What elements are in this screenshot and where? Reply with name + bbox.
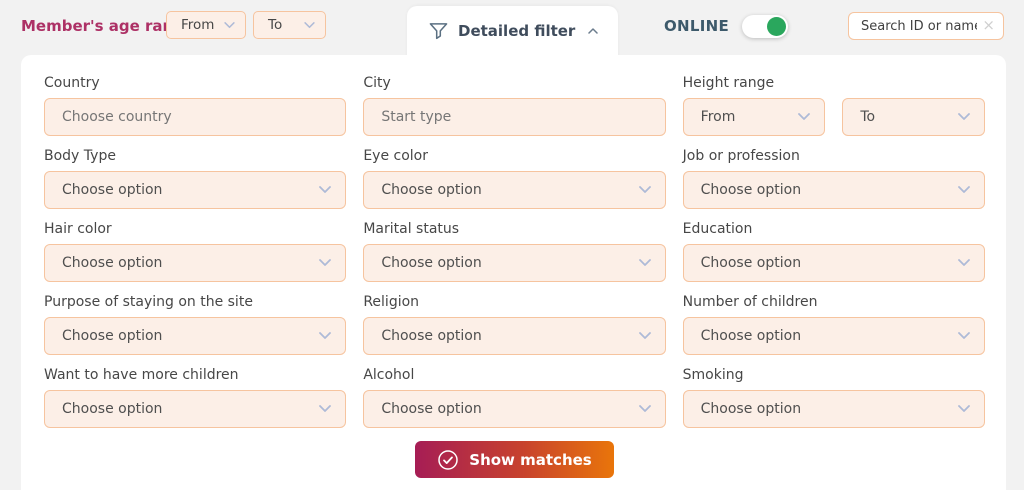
age-range-label: Member's age range bbox=[21, 17, 195, 35]
online-label: ONLINE bbox=[664, 17, 730, 35]
chevron-down-icon bbox=[798, 113, 811, 120]
select-value: Choose option bbox=[700, 182, 802, 198]
filter-field-number-of-children: Number of children Choose option bbox=[682, 294, 985, 355]
field-label: Number of children bbox=[682, 294, 818, 310]
filter-field-eye-color: Eye color Choose option bbox=[363, 148, 666, 209]
purpose-select[interactable]: Choose option bbox=[44, 317, 347, 355]
education-select[interactable]: Choose option bbox=[682, 244, 985, 282]
select-value: Choose option bbox=[381, 182, 482, 198]
city-input[interactable] bbox=[363, 98, 666, 136]
field-label: Eye color bbox=[363, 148, 428, 164]
field-label: Education bbox=[682, 221, 753, 237]
marital-status-select[interactable]: Choose option bbox=[363, 244, 666, 282]
detailed-filter-panel: Country City Height range From To Body T bbox=[21, 55, 1006, 490]
filter-field-smoking: Smoking Choose option bbox=[682, 367, 985, 428]
select-value: Choose option bbox=[700, 255, 802, 271]
filters-grid: Country City Height range From To Body T bbox=[44, 75, 985, 428]
age-from-select[interactable]: From bbox=[166, 11, 246, 39]
check-circle-icon bbox=[438, 449, 459, 470]
select-value: Choose option bbox=[62, 328, 163, 344]
online-toggle[interactable] bbox=[742, 15, 788, 38]
chevron-down-icon bbox=[638, 332, 651, 339]
filter-field-more-children: Want to have more children Choose option bbox=[44, 367, 347, 428]
field-label: City bbox=[363, 75, 391, 91]
field-label: Country bbox=[44, 75, 100, 91]
field-label: Marital status bbox=[363, 221, 460, 237]
religion-select[interactable]: Choose option bbox=[363, 317, 666, 355]
field-label: Religion bbox=[363, 294, 420, 310]
field-label: Purpose of staying on the site bbox=[44, 294, 253, 310]
filter-field-purpose: Purpose of staying on the site Choose op… bbox=[44, 294, 347, 355]
filter-field-country: Country bbox=[44, 75, 347, 136]
chevron-up-icon bbox=[588, 28, 598, 34]
chevron-down-icon bbox=[638, 186, 651, 193]
select-value: Choose option bbox=[62, 182, 163, 198]
show-matches-label: Show matches bbox=[469, 450, 592, 469]
select-value: Choose option bbox=[62, 401, 163, 417]
filter-field-religion: Religion Choose option bbox=[363, 294, 666, 355]
select-value: Choose option bbox=[381, 401, 482, 417]
filter-field-height-range: Height range From To bbox=[682, 75, 985, 136]
clear-search-icon[interactable]: × bbox=[982, 16, 995, 34]
detailed-filter-tab[interactable]: Detailed filter bbox=[407, 6, 618, 62]
select-value: Choose option bbox=[62, 255, 163, 271]
filter-funnel-icon bbox=[429, 23, 448, 40]
hair-color-select[interactable]: Choose option bbox=[44, 244, 347, 282]
select-value: Choose option bbox=[381, 255, 482, 271]
eye-color-select[interactable]: Choose option bbox=[363, 171, 666, 209]
body-type-select[interactable]: Choose option bbox=[44, 171, 347, 209]
filter-field-education: Education Choose option bbox=[682, 221, 985, 282]
filter-field-body-type: Body Type Choose option bbox=[44, 148, 347, 209]
field-label: Job or profession bbox=[682, 148, 800, 164]
height-to-select[interactable]: To bbox=[842, 98, 985, 136]
more-children-select[interactable]: Choose option bbox=[44, 390, 347, 428]
field-label: Smoking bbox=[682, 367, 744, 383]
chevron-down-icon bbox=[958, 332, 970, 339]
chevron-down-icon bbox=[319, 332, 332, 339]
field-label: Hair color bbox=[44, 221, 112, 237]
filter-field-city: City bbox=[363, 75, 666, 136]
alcohol-select[interactable]: Choose option bbox=[363, 390, 666, 428]
chevron-down-icon bbox=[319, 259, 332, 266]
chevron-down-icon bbox=[958, 259, 970, 266]
chevron-down-icon bbox=[958, 113, 970, 120]
field-label: Height range bbox=[682, 75, 775, 91]
filter-field-hair-color: Hair color Choose option bbox=[44, 221, 347, 282]
chevron-down-icon bbox=[638, 405, 651, 412]
job-select[interactable]: Choose option bbox=[682, 171, 985, 209]
search-box: × bbox=[848, 12, 1004, 40]
select-value: To bbox=[860, 109, 876, 125]
field-label: Want to have more children bbox=[44, 367, 239, 383]
select-value: From bbox=[700, 109, 736, 125]
select-value: Choose option bbox=[381, 328, 482, 344]
filter-field-alcohol: Alcohol Choose option bbox=[363, 367, 666, 428]
show-matches-button[interactable]: Show matches bbox=[415, 441, 614, 478]
height-from-select[interactable]: From bbox=[682, 98, 826, 136]
select-value: Choose option bbox=[700, 401, 802, 417]
detailed-filter-label: Detailed filter bbox=[458, 22, 576, 40]
filter-field-job: Job or profession Choose option bbox=[682, 148, 985, 209]
field-label: Body Type bbox=[44, 148, 116, 164]
toggle-knob bbox=[767, 17, 786, 36]
age-to-value: To bbox=[268, 17, 283, 33]
chevron-down-icon bbox=[638, 259, 651, 266]
chevron-down-icon bbox=[958, 186, 970, 193]
chevron-down-icon bbox=[319, 186, 332, 193]
age-to-select[interactable]: To bbox=[253, 11, 326, 39]
smoking-select[interactable]: Choose option bbox=[682, 390, 985, 428]
age-from-value: From bbox=[181, 17, 215, 33]
select-value: Choose option bbox=[700, 328, 802, 344]
chevron-down-icon bbox=[304, 21, 315, 28]
country-input[interactable] bbox=[44, 98, 347, 136]
chevron-down-icon bbox=[319, 405, 332, 412]
chevron-down-icon bbox=[224, 21, 235, 28]
children-select[interactable]: Choose option bbox=[682, 317, 985, 355]
field-label: Alcohol bbox=[363, 367, 415, 383]
chevron-down-icon bbox=[958, 405, 970, 412]
filter-field-marital-status: Marital status Choose option bbox=[363, 221, 666, 282]
search-input[interactable] bbox=[848, 12, 1004, 40]
